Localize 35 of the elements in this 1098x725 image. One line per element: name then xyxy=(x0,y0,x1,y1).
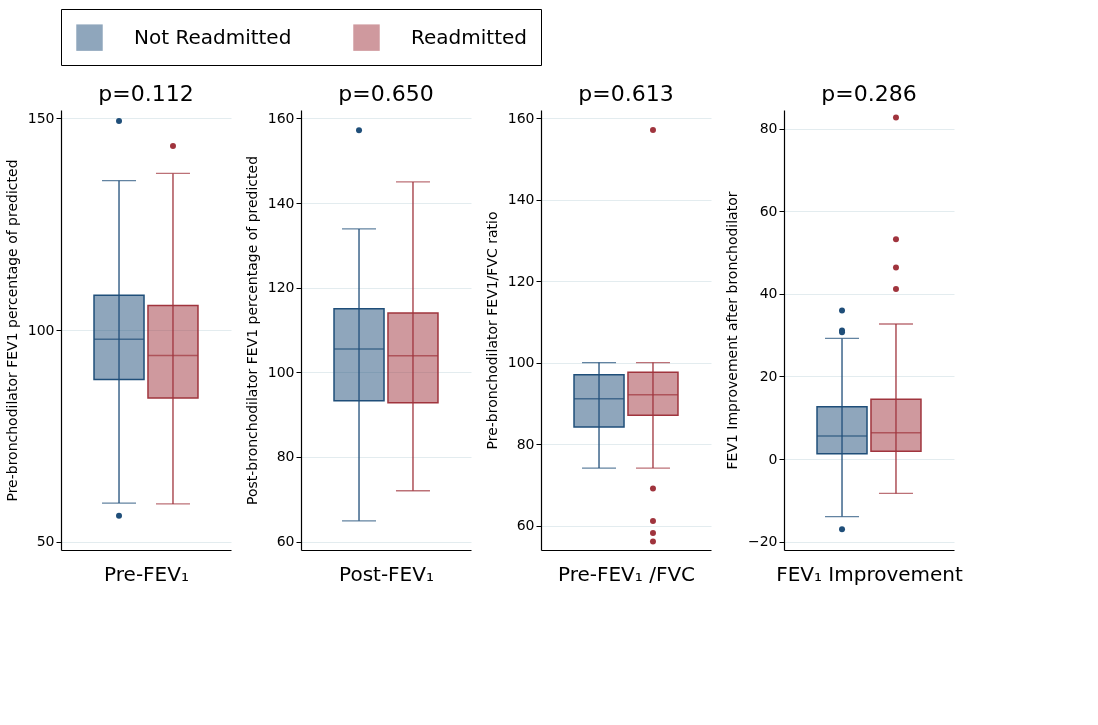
x-axis-title: Post-FEV₁ xyxy=(339,561,434,586)
chart-title: p=0.112 xyxy=(98,81,194,106)
y-tick-label: 150 xyxy=(27,109,55,126)
y-tick-label: 0 xyxy=(768,450,778,467)
y-axis-title: Pre-bronchodilator FEV1 percentage of predicted xyxy=(3,159,20,502)
y-tick-label: 100 xyxy=(267,363,295,380)
y-tick-label: 80 xyxy=(516,435,535,452)
y-tick-label: 60 xyxy=(516,517,535,534)
y-tick-label: 120 xyxy=(267,279,295,296)
y-axis-title: FEV1 Improvement after bronchodilator xyxy=(723,191,740,470)
y-axis-title: Pre-bronchodilator FEV1/FVC ratio xyxy=(483,211,500,450)
y-tick-label: 140 xyxy=(507,191,535,208)
y-tick-label: 20 xyxy=(759,367,778,384)
y-tick-label: −20 xyxy=(747,533,778,550)
chart-title: p=0.286 xyxy=(821,81,917,106)
x-axis-title: Pre-FEV₁ xyxy=(104,561,189,586)
y-tick-label: 100 xyxy=(27,321,55,338)
y-tick-label: 60 xyxy=(759,202,778,219)
y-tick-label: 160 xyxy=(507,109,535,126)
y-axis-title: Post-bronchodilator FEV1 percentage of predicted xyxy=(243,155,260,506)
y-tick-label: 80 xyxy=(759,120,778,137)
y-tick-label: 140 xyxy=(267,194,295,211)
chart-title: p=0.613 xyxy=(578,81,674,106)
x-axis-title: Pre-FEV₁ /FVC xyxy=(557,561,696,586)
chart-title: p=0.650 xyxy=(338,81,434,106)
x-axis-title: FEV₁ Improvement xyxy=(776,561,964,586)
y-tick-label: 50 xyxy=(36,533,55,550)
y-tick-label: 60 xyxy=(276,533,295,550)
y-tick-label: 80 xyxy=(276,448,295,465)
y-tick-label: 120 xyxy=(507,272,535,289)
legend-label: Readmitted xyxy=(411,24,527,49)
y-tick-label: 100 xyxy=(507,354,535,371)
y-tick-label: 160 xyxy=(267,109,295,126)
y-tick-label: 40 xyxy=(759,285,778,302)
legend-label: Not Readmitted xyxy=(134,24,292,49)
